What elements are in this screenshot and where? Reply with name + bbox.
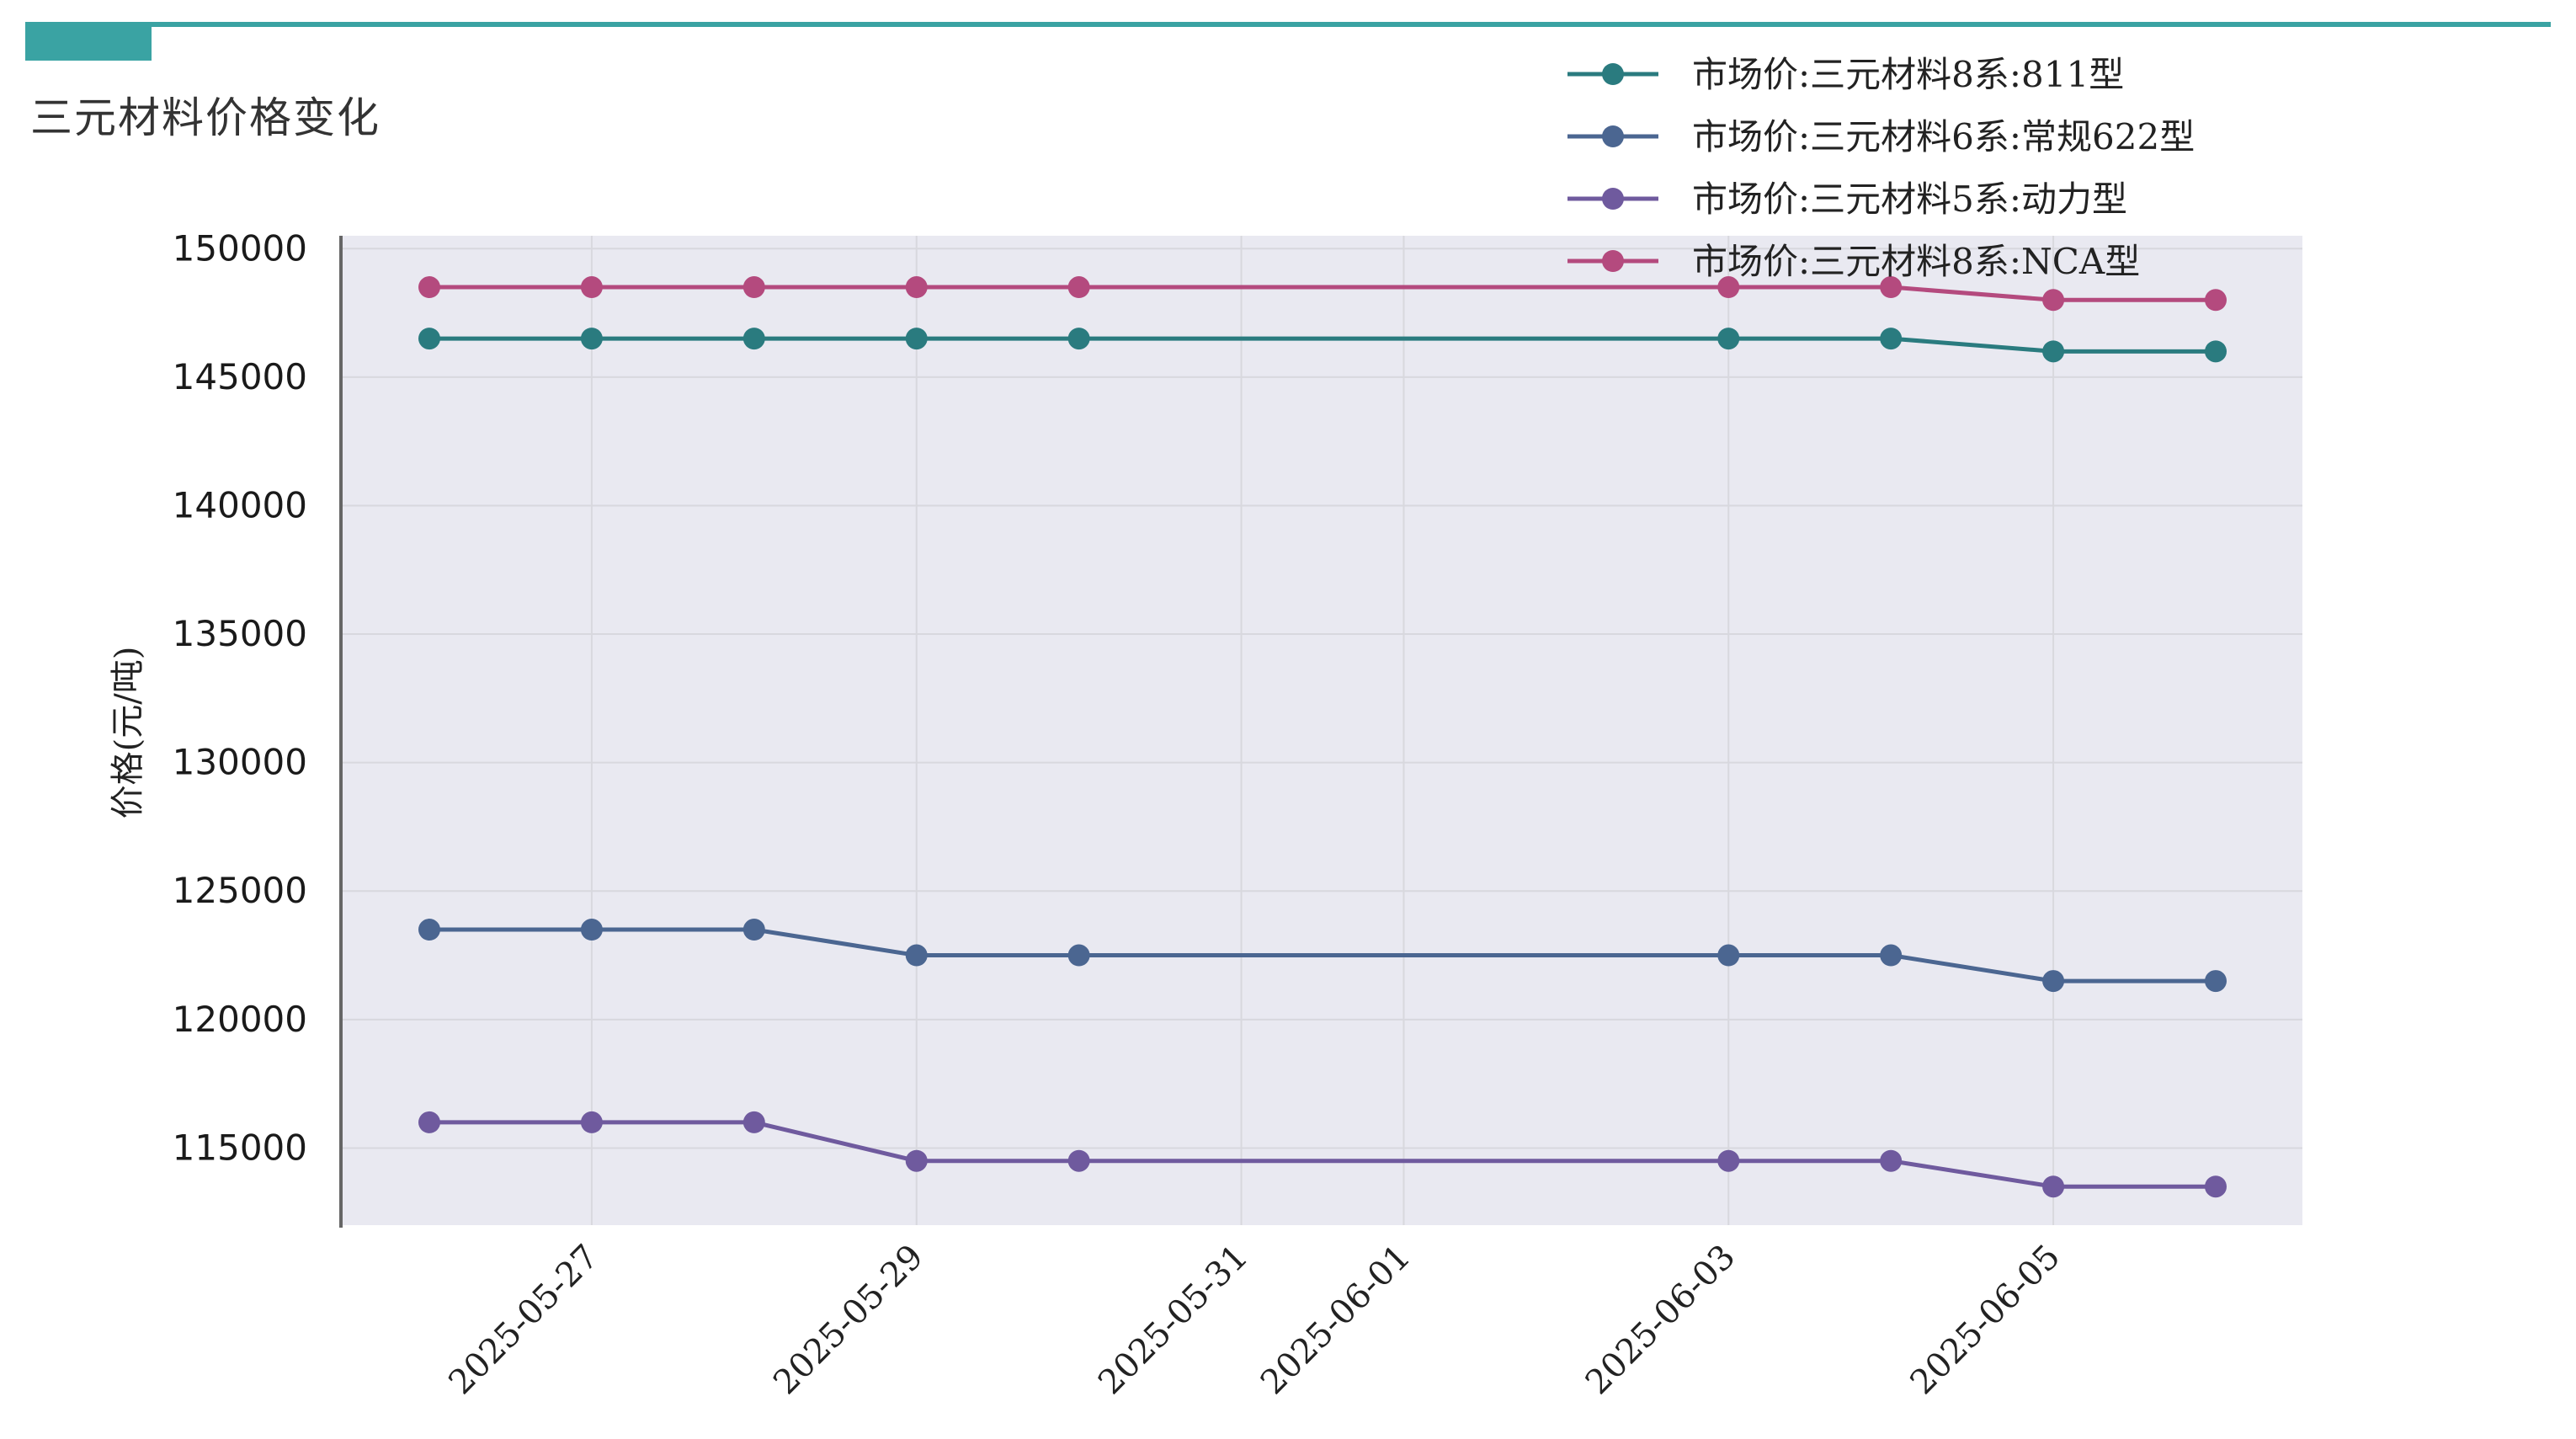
legend: 市场价:三元材料8系:811型市场价:三元材料6系:常规622型市场价:三元材料… <box>1567 54 2195 282</box>
legend-marker <box>1602 250 1624 272</box>
legend-marker <box>1602 63 1624 85</box>
x-ticks: 2025-05-27 2025-05-29 2025-05-312025-06-01… <box>441 1238 2068 1403</box>
series-group <box>418 276 2227 1198</box>
data-point <box>1717 328 1740 350</box>
data-point <box>742 1111 765 1133</box>
data-point <box>580 1111 603 1133</box>
x-tick-label: 2025-06-05 <box>1903 1238 2068 1403</box>
x-tick-label: 2025-06-01 <box>1253 1238 1418 1403</box>
data-point <box>418 919 440 941</box>
y-tick-label: 125000 <box>173 870 307 911</box>
data-point <box>2042 289 2065 312</box>
data-point <box>905 1149 928 1172</box>
data-point <box>1880 276 1903 299</box>
top-accent-block <box>25 25 152 61</box>
x-tick-label: 2025-05-31 <box>1091 1238 1256 1403</box>
data-point <box>1067 1149 1090 1172</box>
y-ticks: 115000 120000 125000 130000 135000 140000 1450… <box>173 227 307 1168</box>
data-point <box>580 328 603 350</box>
data-point <box>418 276 440 299</box>
data-point <box>1880 1149 1903 1172</box>
x-tick-label: 2025-06-03 <box>1578 1238 1743 1403</box>
x-tick-label: 2025-05-29 <box>766 1238 931 1403</box>
x-tick-label: 2025-05-27 <box>441 1238 606 1403</box>
top-accent-line <box>25 22 2551 27</box>
data-point <box>2205 1175 2227 1198</box>
data-point <box>2042 340 2065 363</box>
data-point <box>2205 289 2227 312</box>
y-tick-label: 115000 <box>173 1127 307 1168</box>
y-tick-label: 140000 <box>173 484 307 525</box>
data-point <box>580 276 603 299</box>
data-point <box>1880 944 1903 967</box>
y-tick-label: 130000 <box>173 742 307 783</box>
data-point <box>418 328 440 350</box>
data-point <box>418 1111 440 1133</box>
legend-marker <box>1602 125 1624 147</box>
data-point <box>1067 944 1090 967</box>
data-point <box>742 276 765 299</box>
y-tick-label: 145000 <box>173 356 307 397</box>
legend-marker <box>1602 188 1624 210</box>
grid <box>341 236 2302 1225</box>
data-point <box>2205 970 2227 993</box>
y-tick-label: 135000 <box>173 613 307 654</box>
data-point <box>905 944 928 967</box>
legend-label: 市场价:三元材料6系:常规622型 <box>1692 116 2195 157</box>
legend-label: 市场价:三元材料5系:动力型 <box>1692 179 2127 220</box>
data-point <box>1717 276 1740 299</box>
data-point <box>1067 328 1090 350</box>
data-point <box>2042 1175 2065 1198</box>
data-point <box>742 919 765 941</box>
y-axis-label: 价格(元/吨) <box>109 647 147 819</box>
data-point <box>905 328 928 350</box>
data-point <box>2042 970 2065 993</box>
data-point <box>1717 944 1740 967</box>
page-title: 三元材料价格变化 <box>30 93 381 142</box>
y-tick-label: 150000 <box>173 227 307 269</box>
data-point <box>742 328 765 350</box>
data-point <box>1067 276 1090 299</box>
data-point <box>905 276 928 299</box>
legend-label: 市场价:三元材料8系:811型 <box>1692 54 2124 95</box>
data-point <box>2205 340 2227 363</box>
y-tick-label: 120000 <box>173 999 307 1040</box>
legend-label: 市场价:三元材料8系:NCA型 <box>1692 241 2140 282</box>
data-point <box>1880 328 1903 350</box>
data-point <box>580 919 603 941</box>
plot-area <box>341 236 2302 1225</box>
data-point <box>1717 1149 1740 1172</box>
